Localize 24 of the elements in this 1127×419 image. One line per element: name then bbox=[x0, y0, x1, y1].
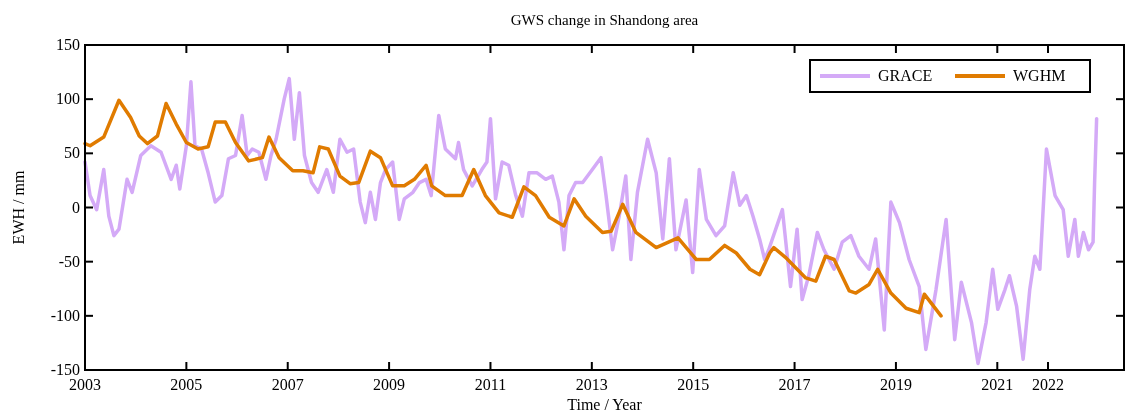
x-axis-title: Time / Year bbox=[567, 396, 643, 413]
x-tick-label: 2005 bbox=[170, 376, 203, 393]
y-tick-label: 100 bbox=[56, 90, 80, 108]
y-tick-label: 50 bbox=[64, 144, 80, 162]
y-tick-label: 0 bbox=[72, 198, 80, 216]
x-tick-label: 2015 bbox=[677, 376, 710, 393]
chart-title: GWS change in Shandong area bbox=[510, 12, 699, 28]
legend-label: WGHM bbox=[1013, 67, 1066, 84]
x-tick-label: 2021 bbox=[981, 376, 1014, 393]
x-tick-label: 2022 bbox=[1031, 376, 1064, 393]
y-tick-label: -50 bbox=[58, 252, 80, 270]
x-tick-label: 2009 bbox=[373, 376, 406, 393]
y-axis-title: EWH / mm bbox=[10, 170, 27, 245]
x-tick-label: 2003 bbox=[69, 376, 101, 393]
y-tick-label: -150 bbox=[50, 361, 80, 378]
x-tick-label: 2019 bbox=[879, 376, 912, 393]
x-tick-label: 2013 bbox=[575, 376, 608, 393]
x-tick-label: 2007 bbox=[271, 376, 304, 393]
y-tick-label: -100 bbox=[50, 306, 80, 324]
x-tick-label: 2011 bbox=[474, 376, 507, 393]
x-tick-label: 2017 bbox=[778, 376, 811, 393]
line-series bbox=[83, 98, 943, 318]
y-tick-label: 150 bbox=[56, 36, 80, 53]
legend-label: GRACE bbox=[878, 67, 933, 84]
